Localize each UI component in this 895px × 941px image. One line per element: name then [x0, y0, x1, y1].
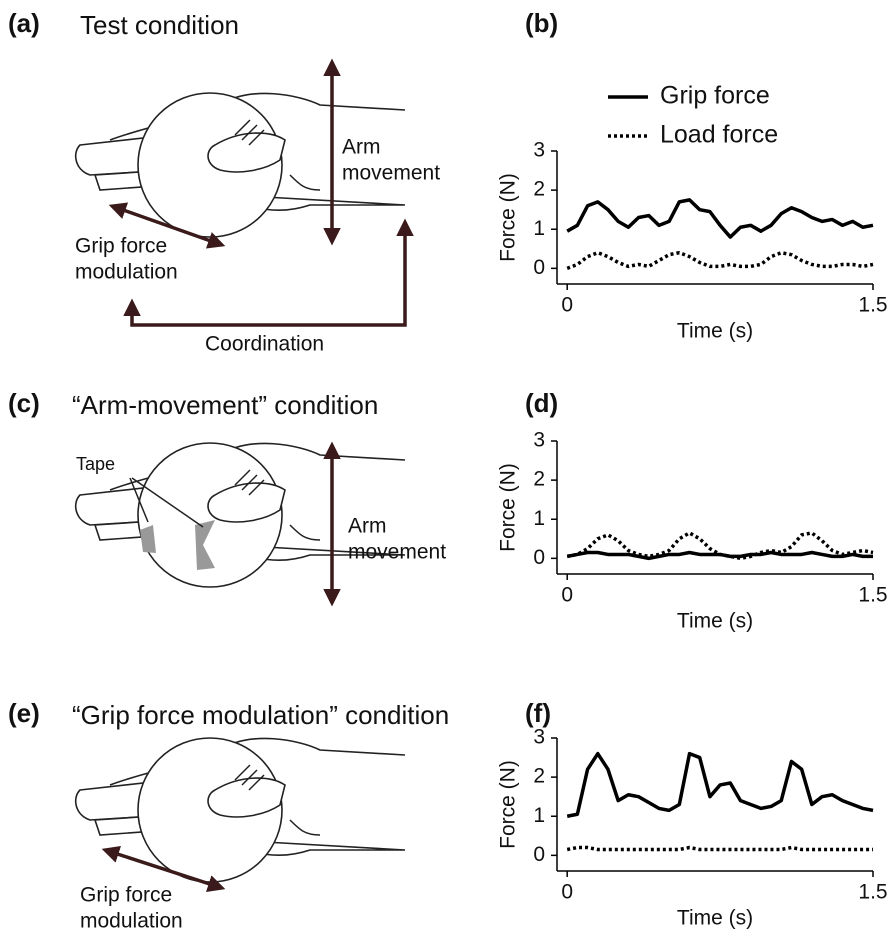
coordination-arrow [123, 218, 414, 327]
x-tick-label: 1.5 [858, 881, 887, 904]
y-axis-label: Force (N) [497, 463, 520, 552]
panel-label: (e) [8, 698, 40, 728]
x-axis-label: Time (s) [677, 907, 753, 930]
panel-label: (a) [8, 8, 40, 38]
panel-label: (b) [525, 8, 558, 38]
diagram-label: modulation [75, 261, 178, 284]
tape [195, 520, 215, 570]
y-tick-label: 2 [533, 765, 545, 788]
y-tick-label: 0 [533, 843, 545, 866]
hand-illustration [74, 737, 406, 883]
tape [140, 525, 156, 553]
y-tick-label: 3 [533, 429, 545, 452]
diagram-label: movement [348, 541, 446, 564]
diagram-label: Grip force [75, 235, 167, 258]
x-tick-label: 0 [561, 294, 573, 317]
x-tick-label: 0 [561, 584, 573, 607]
y-axis-label: Force (N) [497, 760, 520, 849]
x-tick-label: 1.5 [858, 294, 887, 317]
x-axis-label: Time (s) [677, 320, 753, 343]
x-tick-label: 0 [561, 881, 573, 904]
series-line [566, 250, 874, 270]
panel-label: (f) [525, 698, 551, 728]
diagram-label: Tape [76, 454, 115, 474]
x-axis-label: Time (s) [677, 610, 753, 633]
diagram-label: modulation [80, 910, 183, 933]
series-line [566, 751, 874, 818]
charts: 0 1 2 3 0 1.5 Time (s) Force (N) Grip force Load … [497, 82, 888, 930]
legend-label: Grip force [660, 82, 770, 110]
diagram-label: Arm [342, 136, 381, 159]
y-tick-label: 0 [533, 256, 545, 279]
diagram-label: Arm [348, 515, 387, 538]
y-tick-label: 1 [533, 217, 545, 240]
series-line [566, 531, 874, 561]
y-tick-label: 2 [533, 178, 545, 201]
series-line [566, 198, 874, 239]
panel-title: “Grip force modulation” condition [72, 700, 449, 730]
grip-arrow [101, 846, 226, 892]
panel-label: (d) [525, 388, 558, 418]
y-axis-label: Force (N) [497, 173, 520, 262]
panel-label: (c) [8, 388, 40, 418]
panel-title: “Arm-movement” condition [72, 390, 378, 420]
y-tick-label: 2 [533, 468, 545, 491]
y-tick-label: 3 [533, 139, 545, 162]
diagram-label: movement [342, 162, 440, 185]
diagram-label: Coordination [205, 333, 324, 356]
y-tick-label: 3 [533, 726, 545, 749]
panel-title: Test condition [80, 10, 239, 40]
tape-pointer [129, 477, 204, 528]
series-line [566, 845, 873, 852]
y-tick-label: 0 [533, 546, 545, 569]
x-tick-label: 1.5 [858, 584, 887, 607]
legend-label: Load force [660, 121, 778, 149]
y-tick-label: 1 [533, 507, 545, 530]
y-tick-label: 1 [533, 804, 545, 827]
diagram-label: Grip force [80, 884, 172, 907]
